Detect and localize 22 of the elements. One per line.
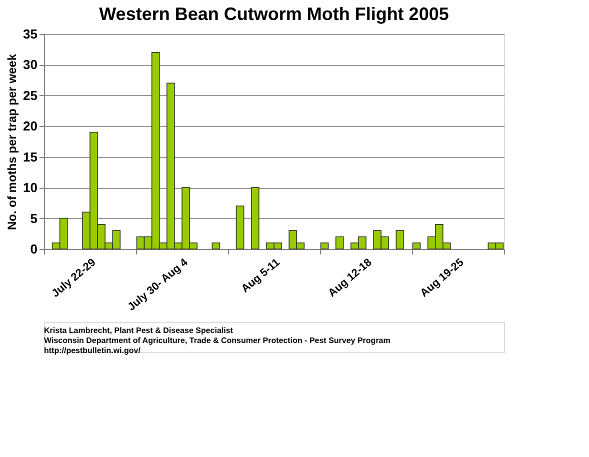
y-tick-label: 30 bbox=[23, 57, 38, 72]
bar bbox=[320, 242, 329, 250]
text: Wisconsin Department of Agriculture, Trade & Consumer Protection - Pest Survey Program bbox=[44, 336, 390, 345]
x-tick-label: Aug 5-11 bbox=[239, 256, 282, 296]
chart-title: Western Bean Cutworm Moth Flight 2005 bbox=[99, 4, 449, 24]
bar bbox=[396, 230, 404, 250]
bar bbox=[236, 206, 244, 250]
y-tick-label: 5 bbox=[30, 210, 38, 226]
bar bbox=[212, 242, 220, 250]
y-tick-label: 0 bbox=[30, 242, 38, 256]
bar bbox=[250, 187, 260, 250]
y-tick-label: 10 bbox=[23, 180, 38, 196]
x-tick-label: July 30- Aug 4 bbox=[126, 256, 191, 314]
y-tick-label: 20 bbox=[23, 118, 38, 134]
text: Krista Lambrecht, Plant Pest & Disease Specialist bbox=[44, 326, 234, 335]
bar bbox=[412, 242, 421, 250]
y-tick-label: 25 bbox=[23, 88, 38, 103]
text: http://pestbulletin.wi.gov/ bbox=[44, 346, 142, 355]
y-axis-title: No. of moths per trap per week bbox=[5, 54, 20, 230]
bar bbox=[335, 236, 344, 250]
y-tick-label: 15 bbox=[23, 149, 38, 164]
y-tick-label: 35 bbox=[23, 26, 38, 42]
